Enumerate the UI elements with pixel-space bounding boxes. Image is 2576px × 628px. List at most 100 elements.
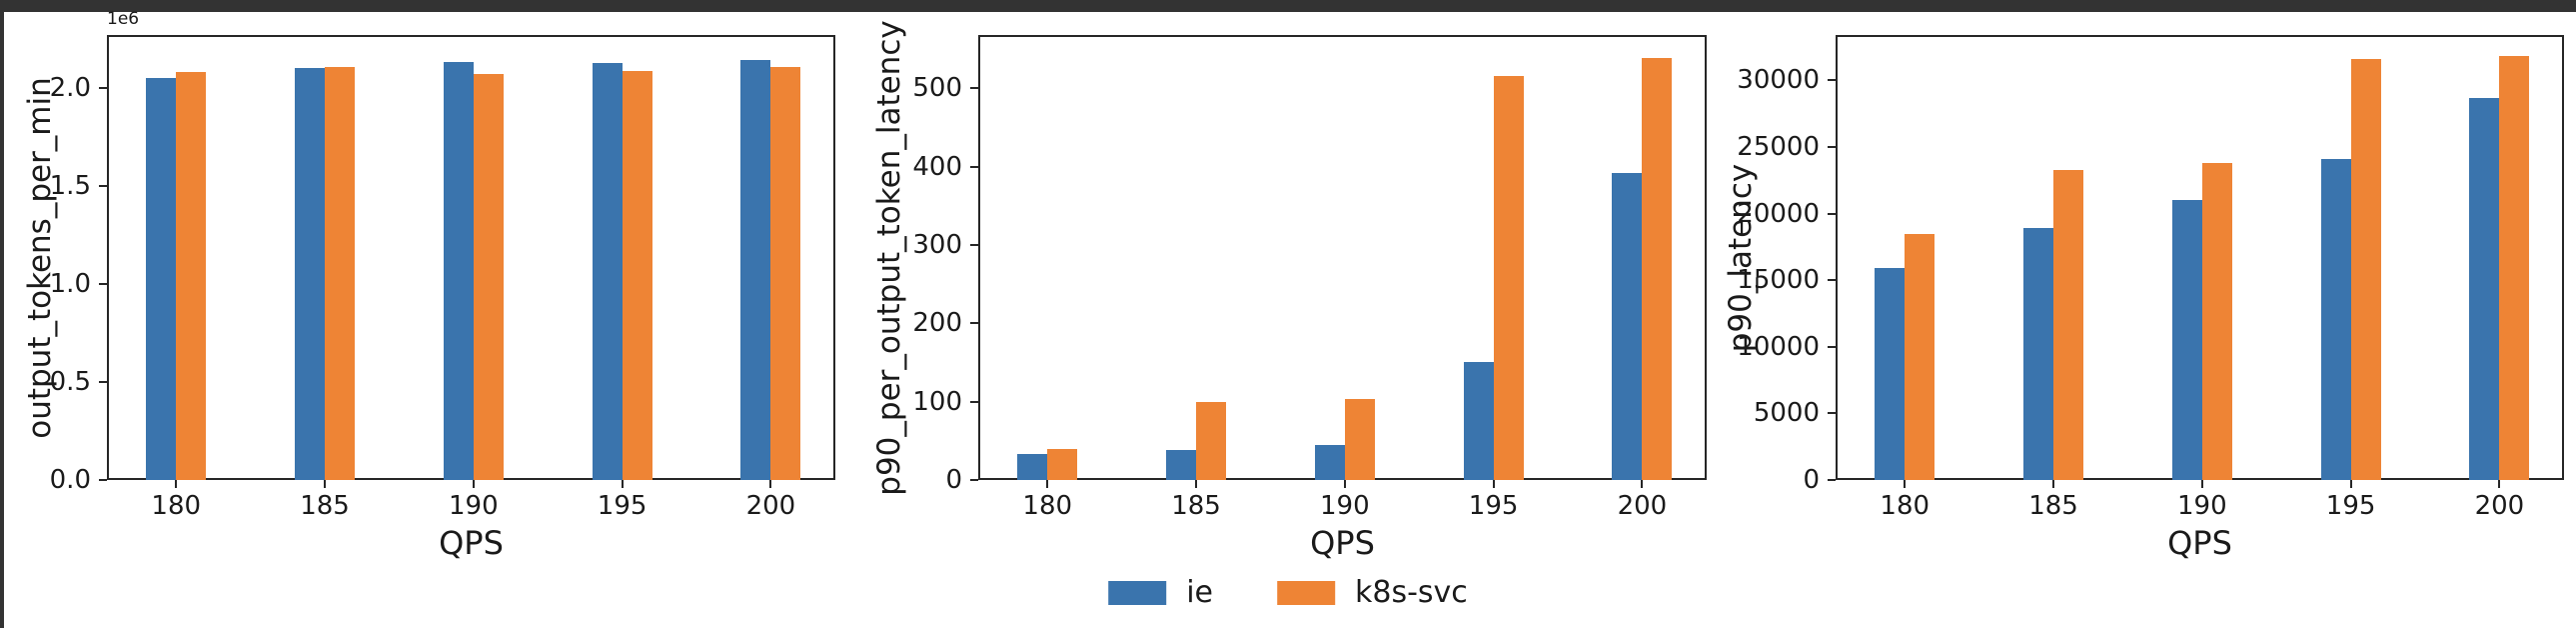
x-tick-mark	[769, 480, 772, 488]
bar-ie-195	[592, 63, 623, 480]
bar-k8s-svc-180	[1905, 233, 1935, 480]
y-tick-mark	[99, 184, 107, 187]
x-tick-label: 200	[2474, 491, 2525, 521]
x-axis-label: QPS	[2167, 524, 2232, 562]
bar-ie-180	[146, 78, 177, 480]
y-tick-label: 0.0	[49, 465, 91, 495]
y-tick-label: 5000	[1753, 398, 1820, 429]
y-tick-mark	[970, 165, 978, 168]
y-tick-label: 300	[912, 229, 962, 260]
bar-ie-190	[1314, 444, 1345, 480]
x-tick-mark	[2200, 480, 2203, 488]
x-tick-label: 190	[449, 491, 499, 521]
y-tick-mark	[970, 479, 978, 481]
legend-label-ie: ie	[1186, 575, 1213, 610]
bar-k8s-svc-180	[1047, 449, 1078, 480]
y-tick-mark	[99, 380, 107, 383]
bar-ie-195	[1463, 362, 1494, 480]
bar-ie-185	[295, 68, 326, 480]
y-tick-mark	[1828, 79, 1836, 82]
x-tick-mark	[1195, 480, 1198, 488]
bar-ie-200	[740, 60, 771, 480]
bar-ie-180	[1875, 268, 1906, 480]
y-tick-label: 10000	[1737, 331, 1820, 362]
legend-swatch-k8s-svc	[1277, 581, 1335, 605]
x-tick-mark	[472, 480, 475, 488]
x-tick-label: 195	[2325, 491, 2376, 521]
y-tick-label: 1.0	[49, 268, 91, 299]
bar-ie-180	[1017, 454, 1048, 480]
y-tick-label: 15000	[1737, 265, 1820, 296]
x-tick-label: 180	[1880, 491, 1931, 521]
bar-ie-195	[2320, 158, 2351, 480]
y-tick-mark	[970, 322, 978, 325]
legend: ie k8s-svc	[1108, 576, 1468, 610]
y-tick-mark	[1828, 212, 1836, 215]
y-tick-label: 400	[912, 151, 962, 182]
x-tick-mark	[175, 480, 178, 488]
y-tick-label: 0	[1803, 465, 1820, 495]
bar-k8s-svc-200	[2499, 56, 2530, 480]
x-tick-label: 200	[1617, 491, 1668, 521]
bar-ie-200	[1612, 172, 1643, 480]
bar-k8s-svc-190	[2201, 162, 2232, 480]
axis-offset-text: 1e6	[107, 9, 140, 29]
x-tick-mark	[1046, 480, 1049, 488]
x-tick-label: 190	[1320, 491, 1370, 521]
y-tick-label: 25000	[1737, 131, 1820, 162]
window-frame-left	[0, 0, 4, 628]
x-tick-label: 180	[151, 491, 202, 521]
y-tick-mark	[99, 479, 107, 481]
y-tick-label: 0.5	[49, 366, 91, 397]
bar-k8s-svc-185	[325, 66, 356, 480]
chart-2-axes	[978, 35, 1707, 480]
y-tick-mark	[970, 87, 978, 90]
x-tick-mark	[1492, 480, 1495, 488]
y-tick-label: 2.0	[49, 72, 91, 103]
x-tick-mark	[2052, 480, 2055, 488]
legend-item-k8s-svc: k8s-svc	[1277, 576, 1468, 610]
bar-ie-190	[443, 62, 474, 480]
window-frame-top	[0, 0, 2576, 12]
x-tick-label: 195	[1468, 491, 1519, 521]
bar-ie-200	[2469, 97, 2500, 480]
legend-swatch-ie	[1108, 581, 1167, 605]
y-tick-label: 100	[912, 386, 962, 417]
y-tick-label: 200	[912, 308, 962, 339]
y-tick-mark	[99, 282, 107, 285]
bar-k8s-svc-200	[770, 66, 801, 480]
legend-item-ie: ie	[1108, 576, 1213, 610]
x-tick-label: 200	[745, 491, 796, 521]
bar-k8s-svc-180	[176, 71, 207, 480]
x-axis-label: QPS	[439, 524, 504, 562]
bar-k8s-svc-190	[473, 73, 504, 480]
bar-ie-185	[1166, 450, 1197, 480]
y-axis-label: p90_latency	[1723, 163, 1759, 352]
y-tick-mark	[1828, 279, 1836, 282]
legend-label-k8s-svc: k8s-svc	[1355, 575, 1468, 610]
bar-ie-190	[2171, 200, 2202, 480]
y-tick-label: 1.5	[49, 170, 91, 201]
x-tick-label: 195	[597, 491, 647, 521]
bar-k8s-svc-185	[2053, 169, 2084, 480]
bar-k8s-svc-195	[1493, 75, 1524, 480]
y-tick-label: 500	[912, 73, 962, 104]
y-tick-mark	[1828, 345, 1836, 348]
y-tick-mark	[1828, 145, 1836, 148]
y-tick-label: 0	[945, 465, 962, 495]
bar-k8s-svc-185	[1196, 401, 1227, 480]
x-tick-label: 190	[2177, 491, 2227, 521]
x-tick-mark	[1343, 480, 1346, 488]
bar-k8s-svc-195	[622, 71, 652, 480]
bar-k8s-svc-195	[2350, 58, 2381, 480]
x-tick-mark	[2498, 480, 2501, 488]
x-tick-label: 185	[2028, 491, 2078, 521]
x-tick-label: 180	[1022, 491, 1073, 521]
x-tick-mark	[621, 480, 624, 488]
x-axis-label: QPS	[1310, 524, 1375, 562]
y-tick-mark	[1828, 479, 1836, 481]
bar-k8s-svc-200	[1642, 57, 1673, 480]
y-axis-label: p90_per_output_token_latency	[871, 19, 907, 496]
x-tick-label: 185	[300, 491, 350, 521]
